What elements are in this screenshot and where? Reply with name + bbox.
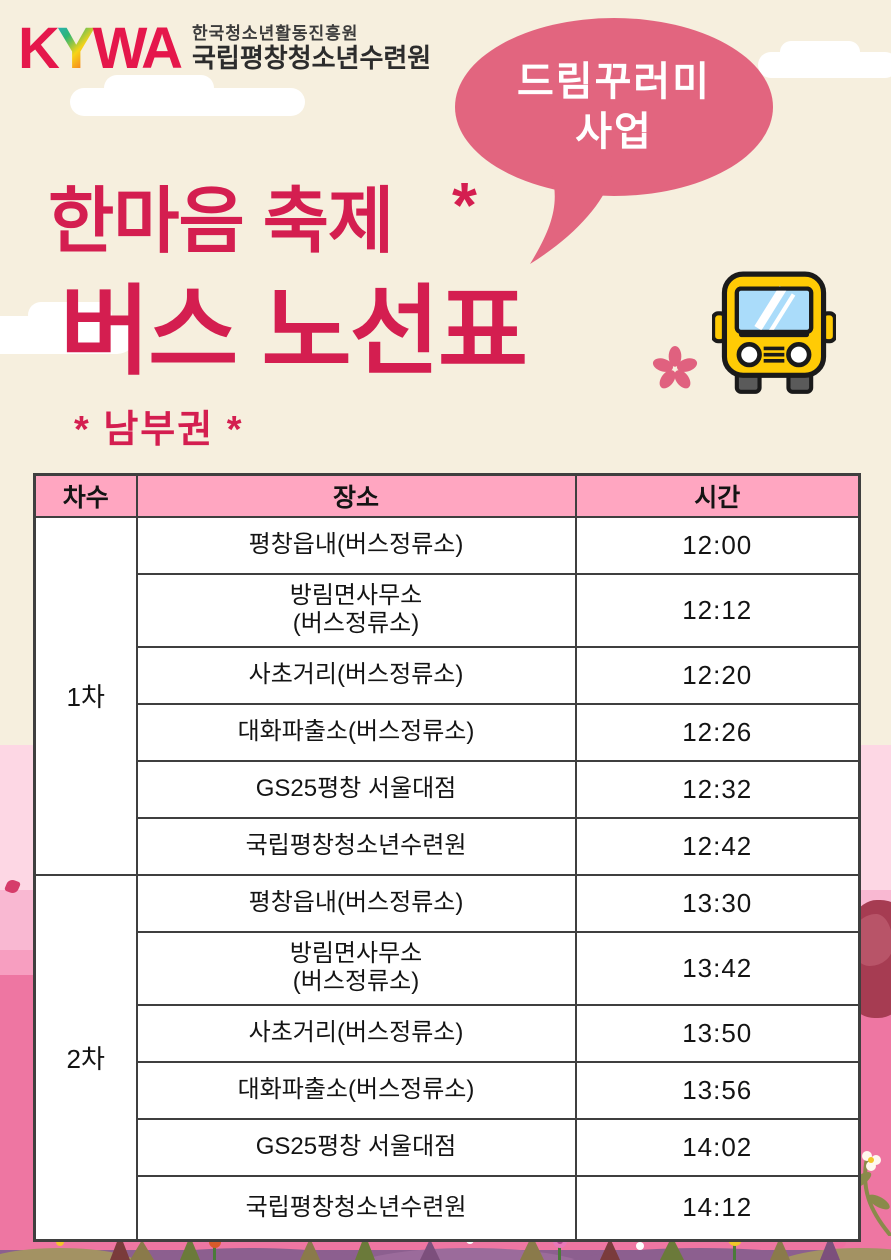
title-line2: 버스 노선표: [60, 276, 528, 386]
place-cell: GS25평창 서울대점: [135, 759, 577, 819]
round-cell: 2차: [33, 873, 138, 1242]
table-row: 국립평창청소년수련원 14:12: [35, 1174, 861, 1242]
speech-bubble: 드림꾸러미 사업: [455, 18, 773, 196]
time-cell: 12:20: [574, 645, 861, 705]
table-row: 사초거리(버스정류소) 12:20: [35, 645, 861, 705]
kywa-logo: KYWA 한국청소년활동진흥원 국립평창청소년수련원: [18, 20, 431, 78]
table-row: 2차 평창읍내(버스정류소) 13:30: [33, 873, 861, 1242]
table-row: GS25평창 서울대점 12:32: [35, 759, 861, 819]
place-cell: GS25평창 서울대점: [135, 1117, 577, 1177]
org-name-line2: 국립평창청소년수련원: [192, 42, 432, 73]
region-subtitle: * 남부권 *: [74, 409, 244, 451]
place-cell: 사초거리(버스정류소): [135, 1003, 577, 1063]
time-cell: 13:50: [574, 1003, 861, 1063]
place-cell: 국립평창청소년수련원: [135, 1174, 577, 1242]
time-cell: 14:02: [574, 1117, 861, 1177]
flower-asterisk-icon: [652, 346, 698, 389]
table-row: 대화파출소(버스정류소) 12:26: [35, 702, 861, 762]
time-cell: 12:32: [574, 759, 861, 819]
table-header-time: 시간: [574, 473, 861, 518]
meadow-illustration: [0, 1232, 891, 1260]
time-cell: 12:00: [574, 515, 861, 575]
logo-letter-k: K: [18, 16, 60, 81]
org-name-line1: 한국청소년활동진흥원: [192, 24, 359, 43]
table-header-round: 차수: [33, 473, 138, 518]
bus-icon: [712, 271, 836, 394]
table-row: 국립평창청소년수련원 12:42: [35, 816, 861, 876]
organization-name: 한국청소년활동진흥원 국립평창청소년수련원: [192, 20, 431, 72]
speech-bubble-tail: [530, 176, 612, 264]
time-cell: 12:42: [574, 816, 861, 876]
cloud-icon: [70, 75, 305, 116]
place-cell: 국립평창청소년수련원: [135, 816, 577, 876]
time-cell: 12:26: [574, 702, 861, 762]
logo-acronym: KYWA: [18, 20, 183, 78]
logo-letter-y: Y: [56, 16, 96, 81]
time-cell: 14:12: [574, 1174, 861, 1242]
place-cell: 대화파출소(버스정류소): [135, 1060, 577, 1120]
place-cell: 대화파출소(버스정류소): [135, 702, 577, 762]
logo-letters-wa: WA: [92, 16, 183, 81]
table-header-row: 차수 장소 시간: [33, 473, 861, 518]
time-cell: 13:30: [574, 873, 861, 933]
table-row: GS25평창 서울대점 14:02: [35, 1117, 861, 1177]
place-cell: 방림면사무소 (버스정류소): [135, 572, 577, 648]
cloud-icon: [758, 41, 891, 78]
asterisk-decoration: *: [452, 169, 477, 241]
bus-table-body: 1차 평창읍내(버스정류소) 12:00 방림면사무소 (버스정류소) 12:12 사초거…: [33, 515, 861, 1242]
time-cell: 13:56: [574, 1060, 861, 1120]
bubble-text-line1: 드림꾸러미: [517, 60, 711, 104]
bubble-text-line2: 사업: [575, 110, 653, 154]
place-cell: 방림면사무소 (버스정류소): [135, 930, 577, 1006]
cloud-icon: [0, 302, 136, 354]
time-cell: 13:42: [574, 930, 861, 1006]
table-row: 방림면사무소 (버스정류소) 13:42: [35, 930, 861, 1006]
table-row: 대화파출소(버스정류소) 13:56: [35, 1060, 861, 1120]
place-cell: 평창읍내(버스정류소): [135, 515, 577, 575]
table-header-place: 장소: [135, 473, 577, 518]
title-line1: 한마음 축제: [48, 182, 394, 262]
time-cell: 12:12: [574, 572, 861, 648]
table-row: 방림면사무소 (버스정류소) 12:12: [35, 572, 861, 648]
table-row: 1차 평창읍내(버스정류소) 12:00: [33, 515, 861, 876]
round-cell: 1차: [33, 515, 138, 876]
place-cell: 평창읍내(버스정류소): [135, 873, 577, 933]
table-row: 사초거리(버스정류소) 13:50: [35, 1003, 861, 1063]
place-cell: 사초거리(버스정류소): [135, 645, 577, 705]
bus-timetable: 차수 장소 시간 1차 평창읍내(버스정류소) 12:00 방림면사무소 (버스정류소…: [33, 473, 861, 1242]
